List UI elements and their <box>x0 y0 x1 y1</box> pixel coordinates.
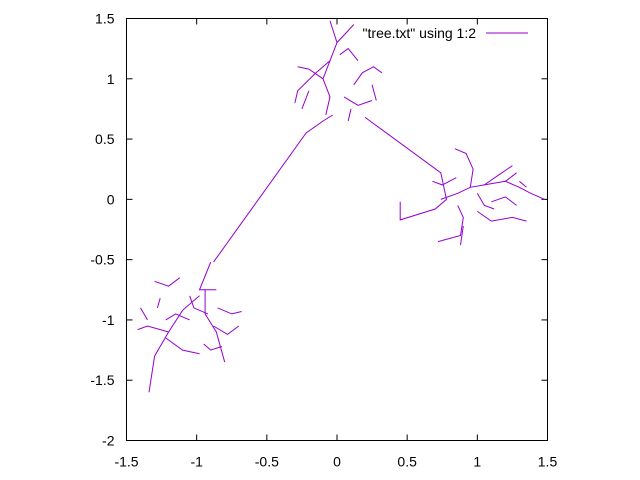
tree-branch-line <box>203 343 223 351</box>
y-tick-label: 0 <box>107 191 115 207</box>
y-tick-label: 0.5 <box>95 131 115 147</box>
tree-branch-line <box>477 210 527 222</box>
y-tick-label: 1 <box>107 71 115 87</box>
tree-branch-line <box>343 96 373 106</box>
tree-branch-line <box>347 108 352 122</box>
tree-branch-line <box>297 66 324 80</box>
tree-branch-line <box>322 20 338 116</box>
x-tick-label: 0 <box>333 454 341 470</box>
legend: "tree.txt" using 1:2 <box>363 25 528 41</box>
x-tick-label: 0.5 <box>397 454 417 470</box>
tree-branch-line <box>156 298 161 309</box>
y-tick-label: -2 <box>102 433 115 449</box>
tree-branch-line <box>364 116 448 221</box>
tree-branch-line <box>217 307 242 315</box>
tree-branch-line <box>505 172 517 182</box>
y-axis: -2 -1.5 -1 -0.5 0 0.5 1 1.5 <box>90 11 548 449</box>
tree-branch-line <box>213 114 334 263</box>
x-tick-label: 1.5 <box>538 454 558 470</box>
tree-branch-line <box>336 24 355 43</box>
tree-branch-line <box>437 205 464 243</box>
tree-branch-line <box>432 177 457 186</box>
y-tick-label: -1.5 <box>90 372 114 388</box>
tree-branch-line <box>476 193 495 210</box>
tree-branch-line <box>371 84 377 101</box>
tree-branch-line <box>353 66 383 86</box>
x-tick-label: 1 <box>473 454 481 470</box>
tree-branch-line <box>491 196 517 206</box>
y-tick-label: -1 <box>102 312 115 328</box>
tree-branch-line <box>165 313 190 321</box>
tree-branch-line <box>198 261 217 291</box>
tree-branch-line <box>460 225 464 246</box>
tree-branch-line <box>189 295 209 315</box>
x-axis: -1.5 -1 -0.5 0 0.5 1 1.5 <box>114 18 558 470</box>
tree-branch-line <box>339 47 359 62</box>
y-tick-label: 1.5 <box>95 11 115 27</box>
plot-frame <box>126 18 548 441</box>
tree-branch-line <box>137 325 169 333</box>
series-layer <box>137 20 545 393</box>
tree-branch-line <box>140 307 148 321</box>
tree-branch-line <box>154 277 181 287</box>
x-tick-label: -1 <box>190 454 203 470</box>
tree-branch-line <box>440 180 545 200</box>
tree-branch-line <box>484 165 513 186</box>
x-tick-label: -0.5 <box>255 454 279 470</box>
y-tick-label: -0.5 <box>90 252 114 268</box>
tree-branch-line <box>301 90 310 110</box>
tree-branch-line <box>165 337 200 355</box>
tree-branch-line <box>294 60 331 104</box>
tree-branch-line <box>454 148 474 188</box>
tree-branch-line <box>213 325 240 336</box>
tree-branch-line <box>519 180 527 188</box>
tree-branch-line <box>204 289 226 363</box>
legend-label: "tree.txt" using 1:2 <box>363 25 477 41</box>
x-tick-label: -1.5 <box>114 454 138 470</box>
